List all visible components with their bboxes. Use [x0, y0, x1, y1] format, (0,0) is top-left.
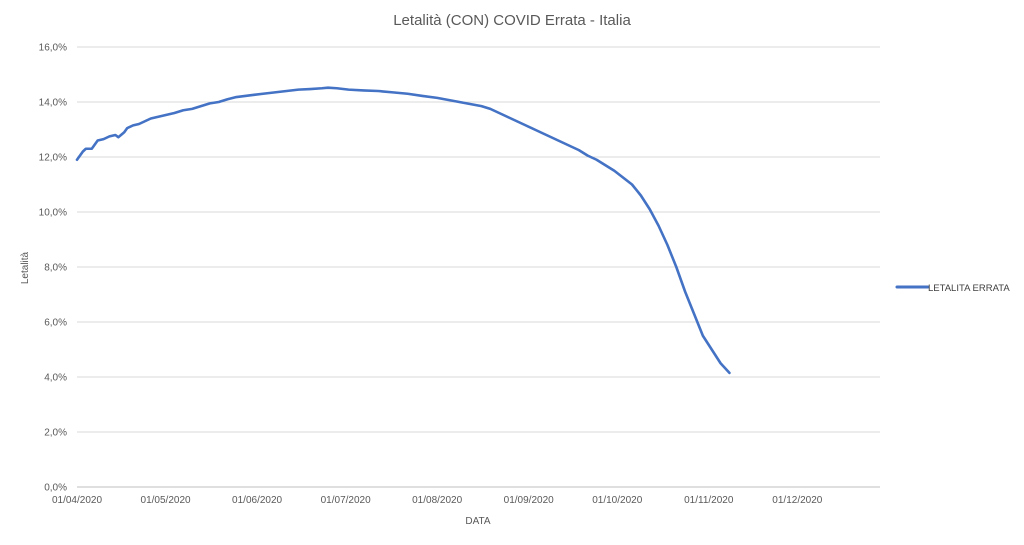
y-axis-tick-labels: 0,0% 2,0% 4,0% 6,0% 8,0% 10,0% 12,0% 14,0% 16,0%: [39, 43, 67, 494]
y-axis-label: Letalità: [20, 251, 31, 284]
y-tick-label: 6,0%: [44, 318, 67, 329]
x-tick-label: 01/05/2020: [141, 495, 191, 506]
x-tick-label: 01/12/2020: [772, 495, 822, 506]
x-axis-tick-labels: 01/04/2020 01/05/2020 01/06/2020 01/07/2020…: [52, 495, 823, 506]
y-tick-label: 0,0%: [44, 483, 67, 494]
series-lines: [75, 86, 731, 375]
y-tick-label: 14,0%: [39, 98, 67, 109]
x-tick-label: 01/09/2020: [504, 495, 554, 506]
y-tick-label: 10,0%: [39, 208, 67, 219]
y-tick-label: 2,0%: [44, 428, 67, 439]
y-tick-label: 16,0%: [39, 43, 67, 54]
legend: LETALITA ERRATA: [895, 283, 1010, 294]
legend-label-letalita-errata: LETALITA ERRATA: [928, 283, 1010, 294]
series-line-letalita-errata: [75, 86, 731, 375]
x-tick-label: 01/07/2020: [321, 495, 371, 506]
x-tick-label: 01/06/2020: [232, 495, 282, 506]
chart-title: Letalità (CON) COVID Errata - Italia: [393, 12, 631, 29]
x-tick-label: 01/04/2020: [52, 495, 102, 506]
y-tick-label: 4,0%: [44, 373, 67, 384]
y-tick-label: 8,0%: [44, 263, 67, 274]
x-tick-label: 01/11/2020: [684, 495, 734, 506]
x-tick-label: 01/08/2020: [412, 495, 462, 506]
y-tick-label: 12,0%: [39, 153, 67, 164]
x-tick-label: 01/10/2020: [592, 495, 642, 506]
x-axis-label: DATA: [465, 516, 491, 527]
gridlines: [77, 46, 880, 488]
